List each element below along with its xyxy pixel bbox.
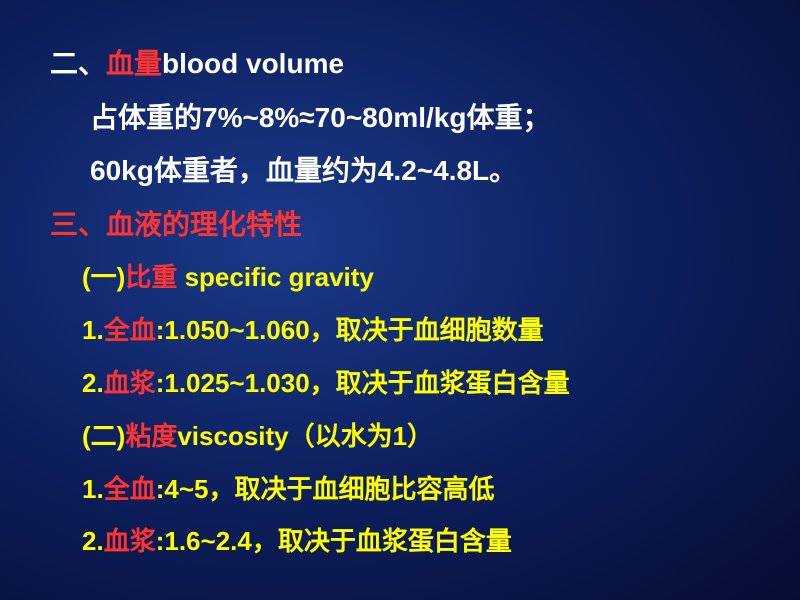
line-3: 60kg体重者，血量约为4.2~4.8L。 [50, 147, 750, 195]
text-value: 4.2~4.8L [378, 155, 489, 186]
text-value: :1.050~1.060 [156, 315, 310, 345]
line-2: 占体重的7%~8%≈70~80ml/kg体重； [50, 94, 750, 142]
text-english: specific gravity [177, 262, 374, 292]
line-7: 2.血浆:1.025~1.030，取决于血浆蛋白含量 [50, 360, 750, 407]
text-term: 血浆 [104, 368, 156, 398]
text-english: blood volume [162, 48, 344, 79]
text-value: 60kg [90, 155, 154, 186]
text: ，取决于血浆蛋白含量 [310, 368, 570, 398]
text-num: 2. [82, 526, 104, 556]
text-value: :4~5 [156, 474, 209, 504]
text: 占体重的 [90, 102, 202, 133]
line-8: (二)粘度viscosity（以水为1） [50, 413, 750, 460]
text-num: 1. [82, 315, 104, 345]
text-term: 血量 [106, 48, 162, 79]
text-term: 全血 [104, 315, 156, 345]
text-term: 粘度 [125, 421, 177, 451]
line-1: 二、血量blood volume [50, 40, 750, 88]
text-heading: 三、血液的理化特性 [50, 209, 302, 240]
text-ordinal: 二、 [50, 48, 106, 79]
line-4: 三、血液的理化特性 [50, 201, 750, 249]
text: 。 [489, 155, 517, 186]
text-value: :1.6~2.4 [156, 526, 252, 556]
text: ，取决于血浆蛋白含量 [252, 526, 512, 556]
text-num: 2. [82, 368, 104, 398]
text-ordinal: (一) [82, 262, 125, 292]
text-term: 全血 [104, 474, 156, 504]
text-value: :1.025~1.030 [156, 368, 310, 398]
line-6: 1.全血:1.050~1.060，取决于血细胞数量 [50, 307, 750, 354]
text-value: 1 [393, 421, 407, 451]
text: （以水为 [289, 421, 393, 451]
text-num: 1. [82, 474, 104, 504]
text-english: viscosity [177, 421, 288, 451]
text-term: 比重 [125, 262, 177, 292]
text: 体重者，血量约为 [154, 155, 378, 186]
text: ，取决于血细胞比容高低 [208, 474, 494, 504]
text-ordinal: (二) [82, 421, 125, 451]
text-term: 血浆 [104, 526, 156, 556]
text: ，取决于血细胞数量 [310, 315, 544, 345]
line-5: (一)比重 specific gravity [50, 254, 750, 301]
line-9: 1.全血:4~5，取决于血细胞比容高低 [50, 466, 750, 513]
line-10: 2.血浆:1.6~2.4，取决于血浆蛋白含量 [50, 518, 750, 565]
text: 体重； [466, 102, 550, 133]
text: ） [407, 421, 433, 451]
text-value: 7%~8%≈70~80ml/kg [202, 102, 466, 133]
